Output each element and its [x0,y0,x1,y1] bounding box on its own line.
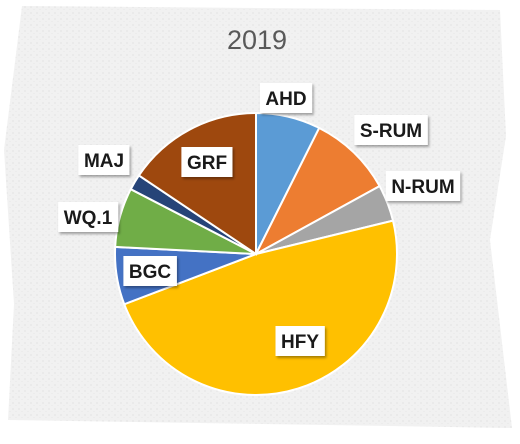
data-label-text: HFY [281,332,319,353]
data-label-bgc: BGC [123,256,177,286]
data-label-text: S-RUM [360,121,422,142]
data-label-box [58,202,119,232]
pie-slice-hfy [122,219,398,396]
chart-title: 2019 [227,25,287,55]
data-label-text: AHD [265,89,306,110]
data-label-s-rum: S-RUM [354,115,428,145]
data-label-box [123,256,177,286]
data-label-wq-1: WQ.1 [58,202,119,232]
data-label-n-rum: N-RUM [385,171,461,201]
data-label-ahd: AHD [259,83,313,113]
data-label-text: N-RUM [391,177,454,198]
data-label-box [259,83,313,113]
data-label-text: WQ.1 [64,208,113,229]
data-label-grf: GRF [181,147,233,177]
data-label-box [181,147,233,177]
data-label-box [385,171,461,201]
data-label-text: MAJ [84,151,124,172]
pie-slices [114,111,398,396]
data-label-box [354,115,428,145]
data-label-maj: MAJ [78,145,130,175]
data-labels: AHD S-RUM N-RUM HFY BGC WQ.1 MAJ GRF [58,83,461,356]
data-label-box [78,145,130,175]
data-label-hfy: HFY [275,326,325,356]
data-label-text: BGC [129,262,172,283]
pie-slice-s-rum [253,126,381,257]
data-label-box [275,326,325,356]
data-label-text: GRF [187,153,227,174]
